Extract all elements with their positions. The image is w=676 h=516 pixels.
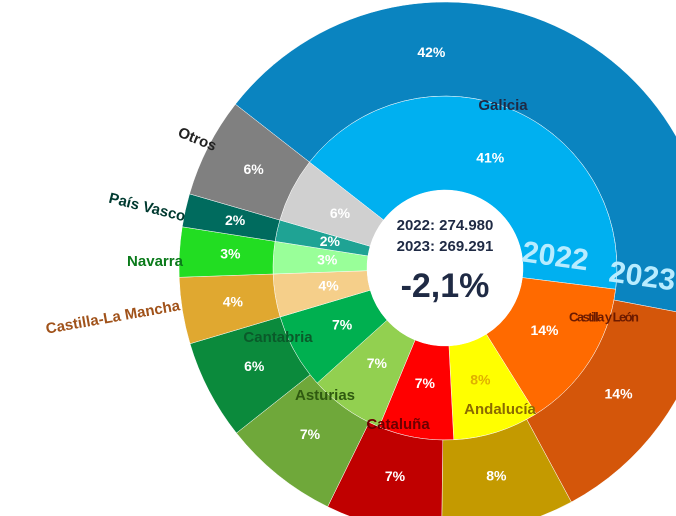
segment — [189, 103, 310, 221]
value-label: 4% — [318, 278, 339, 294]
value-label: 2% — [225, 212, 246, 228]
value-label: 7% — [300, 426, 321, 442]
value-label: 7% — [415, 375, 436, 391]
value-label: 3% — [317, 252, 338, 268]
value-label: 6% — [243, 161, 264, 177]
value-label: 6% — [330, 205, 351, 221]
category-label: Castilla y León — [569, 309, 639, 324]
category-label: Cataluña — [366, 416, 430, 433]
value-label: 7% — [367, 355, 388, 371]
category-label: Asturias — [295, 387, 355, 404]
value-label: 41% — [476, 150, 505, 166]
value-label: 14% — [605, 386, 634, 402]
value-label: 2% — [320, 233, 341, 249]
category-label: Galicia — [478, 97, 528, 114]
category-label: Otros — [175, 124, 218, 155]
segment — [441, 419, 572, 516]
center-hole — [367, 190, 523, 346]
center-change: -2,1% — [401, 267, 490, 305]
category-label: Castilla-La Mancha — [45, 297, 182, 337]
value-label: 8% — [470, 371, 491, 387]
value-label: 8% — [486, 467, 507, 483]
value-label: 7% — [332, 316, 353, 332]
center-line: 2022: 274.980 — [397, 217, 494, 234]
category-label: Andalucía — [464, 401, 536, 418]
value-label: 3% — [220, 246, 241, 262]
center-line: 2023: 269.291 — [397, 238, 494, 255]
category-label: Cantabria — [243, 329, 313, 346]
value-label: 14% — [530, 322, 559, 338]
value-label: 7% — [385, 468, 406, 484]
value-label: 42% — [417, 44, 446, 60]
value-label: 6% — [244, 358, 265, 374]
category-label: País Vasco — [107, 190, 187, 225]
value-label: 4% — [223, 293, 244, 309]
segment — [235, 1, 676, 313]
category-label: Navarra — [127, 253, 184, 270]
